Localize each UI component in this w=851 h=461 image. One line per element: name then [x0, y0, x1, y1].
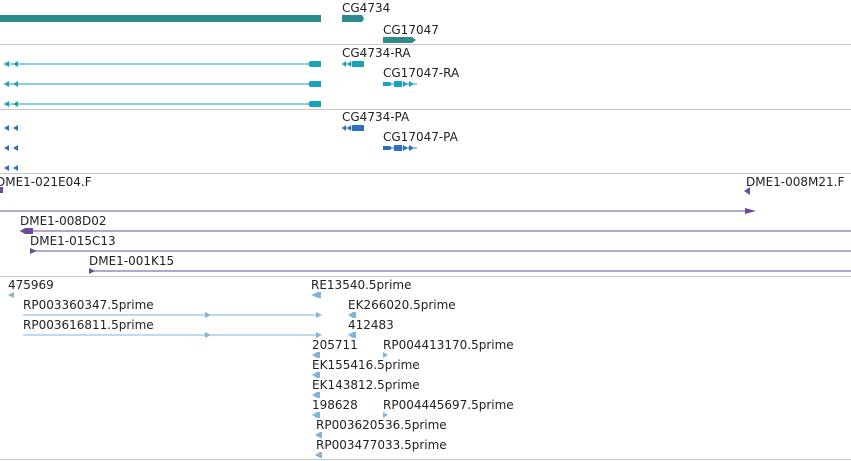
est-label-rp004445697: RP004445697.5prime	[383, 398, 514, 412]
strand-arrow	[403, 145, 408, 151]
est-feature-198628[interactable]	[312, 412, 320, 418]
transcript-label-cg17047-pa: CG17047-PA	[383, 130, 459, 144]
est-feature-rp003616811[interactable]	[316, 332, 322, 338]
transcript-pa-track: CG4734-PA CG17047-PA	[4, 110, 459, 171]
clone-label-dme1-008d02: DME1-008D02	[20, 214, 107, 228]
est-feature-rp004413170[interactable]	[383, 352, 388, 358]
est-label-rp003477033: RP003477033.5prime	[316, 438, 447, 452]
clone-feature-dme1-008d02[interactable]	[20, 228, 33, 234]
strand-arrow	[4, 125, 9, 131]
gene-label-cg17047: CG17047	[383, 23, 439, 37]
est-label-re13540: RE13540.5prime	[311, 278, 412, 292]
clone-label-dme1-001k15: DME1-001K15	[89, 254, 174, 268]
est-label-198628: 198628	[312, 398, 358, 412]
est-feature-rp003620536[interactable]	[315, 432, 322, 438]
transcript-exon-cg4734-ra[interactable]	[352, 61, 364, 67]
clone-label-dme1-008m21: DME1-008M21.F	[746, 175, 844, 189]
transcript-exon-cg17047-pa[interactable]	[383, 146, 392, 150]
transcript-exon[interactable]	[394, 81, 402, 87]
est-track: 475969 RE13540.5prime RP003360347.5prime…	[8, 278, 514, 458]
est-label-rp003360347: RP003360347.5prime	[23, 298, 154, 312]
gene-feature[interactable]	[0, 15, 321, 22]
transcript-label-cg17047-ra: CG17047-RA	[383, 66, 460, 80]
transcript-exon[interactable]	[308, 81, 321, 87]
clone-label-dme1-021e04: DME1-021E04.F	[0, 175, 92, 189]
strand-arrow	[342, 61, 346, 67]
clone-end-arrow	[745, 208, 756, 214]
est-label-ek266020: EK266020.5prime	[348, 298, 456, 312]
est-feature-rp004445697[interactable]	[383, 412, 388, 418]
strand-arrow	[13, 101, 18, 107]
clone-feature-dme1-015c13[interactable]	[30, 248, 37, 254]
clone-feature-dme1-008m21[interactable]	[744, 187, 750, 195]
transcript-exon[interactable]	[308, 101, 321, 107]
strand-arrow	[347, 61, 351, 67]
strand-arrow	[409, 81, 414, 87]
transcript-exon-cg4734-pa[interactable]	[352, 125, 364, 131]
strand-arrow	[13, 81, 18, 87]
est-feature-ek155416[interactable]	[312, 372, 320, 378]
est-feature-205711[interactable]	[312, 352, 320, 358]
est-label-ek155416: EK155416.5prime	[312, 358, 420, 372]
strand-arrow	[13, 125, 18, 131]
strand-arrow	[409, 145, 414, 151]
est-label-475969: 475969	[8, 278, 54, 292]
est-feature-rp003360347[interactable]	[316, 312, 322, 318]
strand-arrow	[13, 61, 18, 67]
est-label-rp004413170: RP004413170.5prime	[383, 338, 514, 352]
est-feature-ek266020[interactable]	[348, 312, 356, 318]
est-label-412483: 412483	[348, 318, 394, 332]
gene-feature-cg17047[interactable]	[383, 37, 416, 43]
est-feature-412483[interactable]	[348, 332, 356, 338]
transcript-exon-cg17047-ra[interactable]	[383, 82, 392, 86]
strand-arrow	[13, 165, 18, 171]
strand-arrow	[342, 125, 346, 131]
strand-arrow	[205, 332, 211, 338]
est-feature-re13540[interactable]	[311, 292, 321, 298]
strand-arrow	[4, 81, 9, 87]
strand-arrow	[13, 145, 18, 151]
est-label-rp003620536: RP003620536.5prime	[316, 418, 447, 432]
strand-arrow	[403, 81, 408, 87]
clone-label-dme1-015c13: DME1-015C13	[30, 234, 116, 248]
transcript-label-cg4734-pa: CG4734-PA	[342, 110, 410, 124]
est-label-rp003616811: RP003616811.5prime	[23, 318, 154, 332]
strand-arrow	[4, 165, 9, 171]
est-label-205711: 205711	[312, 338, 358, 352]
clone-feature-dme1-001k15[interactable]	[89, 268, 95, 274]
gene-track: CG4734 CG17047	[0, 1, 439, 43]
transcript-exon[interactable]	[308, 61, 321, 67]
strand-arrow	[205, 312, 211, 318]
transcript-exon[interactable]	[394, 145, 402, 151]
strand-arrow	[4, 101, 9, 107]
est-feature-ek143812[interactable]	[312, 392, 320, 398]
clone-feature-dme1-021e04[interactable]	[0, 187, 3, 193]
transcript-ra-track: CG4734-RA CG17047-RA	[4, 46, 460, 107]
strand-arrow	[4, 61, 9, 67]
strand-arrow	[4, 145, 9, 151]
gene-label-cg4734: CG4734	[342, 1, 390, 15]
clone-track: DME1-021E04.F DME1-008M21.F DME1-008D02 …	[0, 175, 851, 274]
est-feature-rp003477033[interactable]	[315, 452, 322, 458]
est-feature-475969[interactable]	[8, 292, 14, 298]
gene-feature-cg4734[interactable]	[342, 15, 364, 22]
strand-arrow	[347, 125, 351, 131]
transcript-label-cg4734-ra: CG4734-RA	[342, 46, 411, 60]
est-label-ek143812: EK143812.5prime	[312, 378, 420, 392]
